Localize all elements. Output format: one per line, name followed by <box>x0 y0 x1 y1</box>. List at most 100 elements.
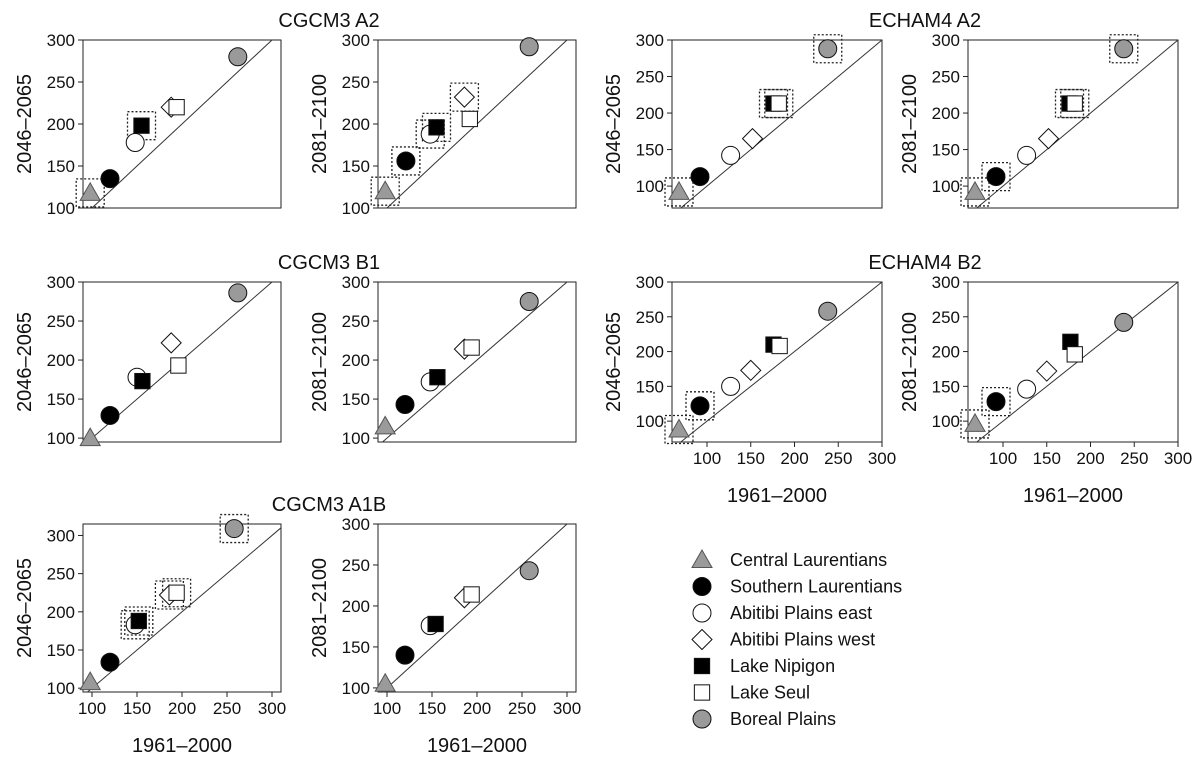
point-southern-laurentians <box>100 169 120 189</box>
x-tick-label: 200 <box>780 449 808 468</box>
panel-6: 100 150 200 250 300 100 150 200 250 300 2081–2100 1… <box>309 515 581 757</box>
significance-box <box>370 176 400 206</box>
one-to-one-line <box>680 39 883 209</box>
one-to-one-line <box>382 281 568 443</box>
point-lake-seul <box>463 339 480 356</box>
point-lake-nipigon <box>130 612 147 630</box>
y-tick-label: 150 <box>342 390 370 409</box>
point-abitibi-plains-west <box>1036 360 1058 382</box>
significance-box <box>120 610 150 640</box>
point-lake-nipigon <box>429 369 446 386</box>
point-southern-laurentians <box>986 167 1006 187</box>
y-tick-label: 250 <box>342 312 370 331</box>
x-tick-label: 250 <box>508 699 536 718</box>
legend-item: Lake Nipigon <box>693 656 835 676</box>
point-lake-seul <box>461 110 478 128</box>
point-central-laurentians <box>79 427 102 447</box>
x-tick-label: 100 <box>373 699 401 718</box>
point-boreal-plains <box>1114 312 1134 332</box>
point-southern-laurentians <box>100 405 120 425</box>
y-tick-label: 250 <box>636 308 664 327</box>
plot-frame <box>671 39 883 209</box>
point-lake-seul <box>168 99 185 116</box>
significance-box <box>960 409 990 439</box>
point-central-laurentians <box>964 412 986 432</box>
significance-box <box>960 177 990 207</box>
y-tick-label: 100 <box>47 429 75 448</box>
point-southern-laurentians <box>690 396 710 416</box>
point-abitibi-plains-west <box>160 332 182 354</box>
point-lake-seul <box>168 584 185 601</box>
point-lake-seul <box>1066 346 1083 363</box>
x-tick-label: 150 <box>1033 449 1061 468</box>
y-tick-label: 100 <box>636 177 664 196</box>
panel-7: 100 150 200 250 300 2046–2065 ECHAM4 A2 <box>603 10 981 209</box>
y-axis-label: 2081–2100 <box>899 312 921 412</box>
point-lake-seul <box>771 337 788 355</box>
significance-box <box>685 391 715 421</box>
point-abitibi-plains-east <box>1017 379 1037 399</box>
y-tick-label: 250 <box>47 73 75 92</box>
point-central-laurentians <box>374 672 397 692</box>
y-axis-label: 2081–2100 <box>309 312 331 412</box>
y-tick-label: 150 <box>47 390 75 409</box>
x-tick-label: 100 <box>693 449 721 468</box>
point-boreal-plains <box>519 37 539 57</box>
y-tick-label: 100 <box>342 199 370 218</box>
scatter-panels: 100 150 200 250 300 2046–2065 CGCM3 A2 100 150 20… <box>14 10 1192 757</box>
y-axis-label: 2081–2100 <box>309 74 331 174</box>
panel-10: 100 150 200 250 300 100 150 200 250 300 2081–2100 1… <box>899 273 1192 507</box>
one-to-one-line <box>976 39 1179 209</box>
legend-marker-abitibi-plains-east <box>692 603 712 623</box>
panel-8: 100 150 200 250 300 2081–2100 <box>899 31 1179 209</box>
panel-3: 100 150 200 250 300 2046–2065 CGCM3 B1 <box>14 252 380 448</box>
x-tick-label: 250 <box>1120 449 1148 468</box>
y-axis-label: 2046–2065 <box>603 312 625 412</box>
y-tick-label: 200 <box>342 351 370 370</box>
point-abitibi-plains-west <box>453 86 476 108</box>
one-to-one-line <box>382 523 568 693</box>
y-tick-label: 300 <box>636 273 664 292</box>
y-axis-label: 2046–2065 <box>14 74 36 174</box>
legend-marker-boreal-plains <box>692 709 712 729</box>
point-central-laurentians <box>668 418 690 438</box>
y-tick-label: 250 <box>932 68 960 87</box>
chart-title: ECHAM4 A2 <box>869 10 981 32</box>
legend-label: Abitibi Plains east <box>730 603 872 623</box>
x-axis-label: 1961–2000 <box>1023 485 1123 507</box>
y-tick-label: 300 <box>47 526 75 545</box>
point-abitibi-plains-west <box>1037 127 1060 150</box>
significance-box <box>981 161 1011 192</box>
x-tick-label: 300 <box>258 699 286 718</box>
legend-marker-central-laurentians <box>691 548 713 568</box>
y-tick-label: 100 <box>932 412 960 431</box>
significance-box <box>1060 88 1090 119</box>
point-lake-nipigon <box>133 117 150 134</box>
point-boreal-plains <box>228 47 248 67</box>
legend-label: Boreal Plains <box>730 709 836 729</box>
y-tick-label: 200 <box>47 351 75 370</box>
y-tick-label: 200 <box>342 597 370 616</box>
x-tick-label: 150 <box>418 699 446 718</box>
significance-box <box>664 177 694 207</box>
y-tick-label: 100 <box>47 199 75 218</box>
point-southern-laurentians <box>395 395 415 415</box>
point-southern-laurentians <box>396 151 416 171</box>
y-axis-label: 2081–2100 <box>899 74 921 174</box>
y-tick-label: 200 <box>342 115 370 134</box>
significance-box <box>219 513 249 544</box>
point-central-laurentians <box>668 180 690 200</box>
chart-title: CGCM3 B1 <box>278 252 380 274</box>
point-central-laurentians <box>964 180 986 200</box>
x-tick-label: 200 <box>168 699 196 718</box>
x-tick-label: 300 <box>1164 449 1192 468</box>
y-tick-label: 200 <box>47 115 75 134</box>
point-southern-laurentians <box>690 167 710 187</box>
plot-frame <box>377 523 577 693</box>
panel-9: 100 150 200 250 300 100 150 200 250 300 2046–2065 1… <box>603 252 982 507</box>
y-tick-label: 200 <box>636 343 664 362</box>
plot-frame <box>671 281 883 443</box>
y-tick-label: 100 <box>342 679 370 698</box>
point-lake-seul <box>170 357 187 374</box>
